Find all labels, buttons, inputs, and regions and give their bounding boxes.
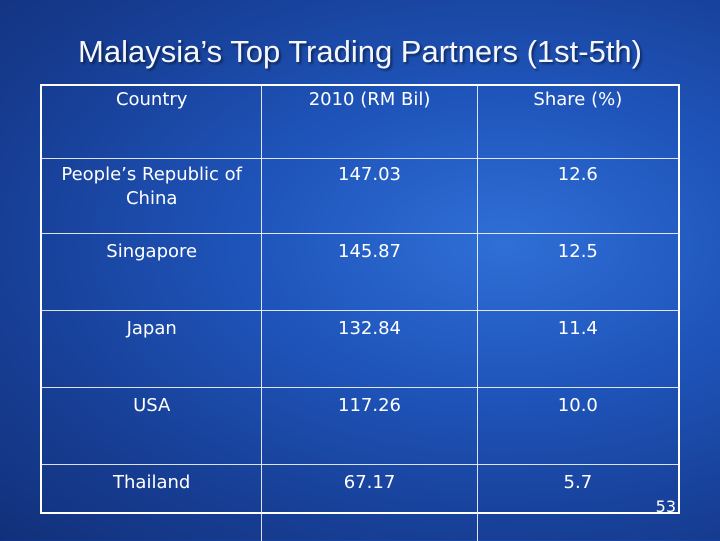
table-row: Thailand 67.17 5.7 bbox=[42, 465, 678, 541]
cell-country: USA bbox=[42, 388, 262, 465]
cell-value: 132.84 bbox=[262, 311, 477, 388]
table-row: Singapore 145.87 12.5 bbox=[42, 234, 678, 311]
header-share: Share (%) bbox=[477, 84, 678, 159]
trading-partners-table: Country 2010 (RM Bil) Share (%) People’s… bbox=[40, 84, 680, 514]
cell-share: 5.7 bbox=[477, 465, 678, 541]
cell-country: Thailand bbox=[42, 465, 262, 541]
cell-share: 12.5 bbox=[477, 234, 678, 311]
cell-country: Japan bbox=[42, 311, 262, 388]
header-country: Country bbox=[42, 84, 262, 159]
table-header-row: Country 2010 (RM Bil) Share (%) bbox=[42, 84, 678, 159]
cell-value: 67.17 bbox=[262, 465, 477, 541]
table-grid: Country 2010 (RM Bil) Share (%) People’s… bbox=[42, 84, 678, 541]
slide-title: Malaysia’s Top Trading Partners (1st-5th… bbox=[0, 34, 720, 70]
header-value-2010: 2010 (RM Bil) bbox=[262, 84, 477, 159]
page-number: 53 bbox=[656, 497, 676, 516]
table-row: Japan 132.84 11.4 bbox=[42, 311, 678, 388]
cell-share: 10.0 bbox=[477, 388, 678, 465]
cell-share: 11.4 bbox=[477, 311, 678, 388]
cell-value: 147.03 bbox=[262, 159, 477, 234]
cell-share: 12.6 bbox=[477, 159, 678, 234]
table-row: People’s Republic of China 147.03 12.6 bbox=[42, 159, 678, 234]
table-row: USA 117.26 10.0 bbox=[42, 388, 678, 465]
cell-value: 145.87 bbox=[262, 234, 477, 311]
cell-country: Singapore bbox=[42, 234, 262, 311]
cell-country: People’s Republic of China bbox=[42, 159, 262, 234]
cell-value: 117.26 bbox=[262, 388, 477, 465]
